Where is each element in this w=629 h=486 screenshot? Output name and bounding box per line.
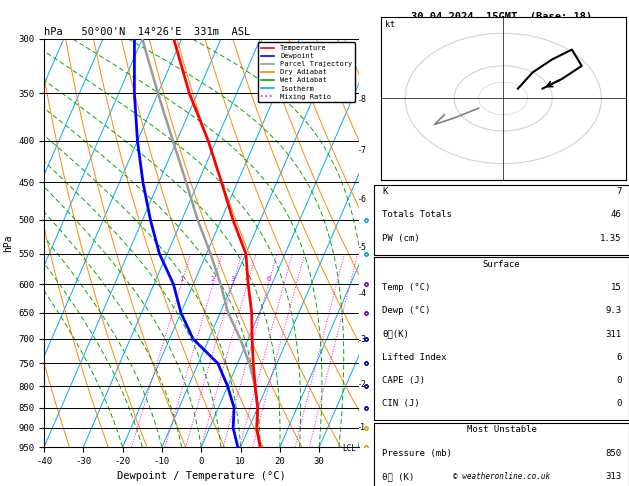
Text: Lifted Index: Lifted Index (382, 353, 447, 362)
Text: PW (cm): PW (cm) (382, 234, 420, 243)
Text: 1: 1 (360, 423, 365, 432)
Bar (374, 423, 629, 486)
Text: 8: 8 (360, 95, 365, 104)
Text: 4: 4 (360, 290, 365, 298)
Text: Totals Totals: Totals Totals (382, 210, 452, 220)
Text: θᴄ (K): θᴄ (K) (382, 472, 414, 481)
Text: 9.3: 9.3 (605, 306, 621, 315)
Text: 0: 0 (616, 399, 621, 409)
Text: Pressure (mb): Pressure (mb) (382, 449, 452, 458)
Text: 2: 2 (360, 380, 365, 388)
Text: 3: 3 (231, 277, 235, 282)
Text: 6: 6 (266, 277, 270, 282)
Text: θᴄ(K): θᴄ(K) (382, 330, 409, 339)
Text: Most Unstable: Most Unstable (467, 425, 537, 434)
Text: hPa   50°00'N  14°26'E  331m  ASL: hPa 50°00'N 14°26'E 331m ASL (44, 27, 250, 37)
Text: 4: 4 (245, 277, 249, 282)
Text: 15: 15 (611, 283, 621, 292)
Text: 311: 311 (605, 330, 621, 339)
Text: 1: 1 (179, 277, 183, 282)
Text: Surface: Surface (483, 260, 520, 269)
Text: 7: 7 (360, 146, 365, 155)
Text: 2: 2 (211, 277, 215, 282)
Text: 313: 313 (605, 472, 621, 481)
Text: 5: 5 (360, 243, 365, 252)
Text: CAPE (J): CAPE (J) (382, 376, 425, 385)
Text: 3: 3 (360, 335, 365, 344)
Text: LCL: LCL (343, 445, 357, 453)
Text: © weatheronline.co.uk: © weatheronline.co.uk (453, 472, 550, 481)
Text: 30.04.2024  15GMT  (Base: 18): 30.04.2024 15GMT (Base: 18) (411, 12, 593, 22)
Text: K: K (382, 187, 387, 196)
Y-axis label: hPa: hPa (3, 234, 13, 252)
Bar (374, 185, 629, 255)
Bar (374, 257, 629, 420)
Text: kt: kt (386, 20, 396, 29)
Text: 7: 7 (616, 187, 621, 196)
Text: 0: 0 (616, 376, 621, 385)
Text: 6: 6 (360, 195, 365, 204)
Text: 1.35: 1.35 (600, 234, 621, 243)
Text: 6: 6 (616, 353, 621, 362)
Text: CIN (J): CIN (J) (382, 399, 420, 409)
Text: 850: 850 (605, 449, 621, 458)
Text: 46: 46 (611, 210, 621, 220)
Text: Temp (°C): Temp (°C) (382, 283, 430, 292)
Legend: Temperature, Dewpoint, Parcel Trajectory, Dry Adiabat, Wet Adiabat, Isotherm, Mi: Temperature, Dewpoint, Parcel Trajectory… (258, 42, 355, 103)
Text: Dewp (°C): Dewp (°C) (382, 306, 430, 315)
X-axis label: Dewpoint / Temperature (°C): Dewpoint / Temperature (°C) (117, 471, 286, 482)
